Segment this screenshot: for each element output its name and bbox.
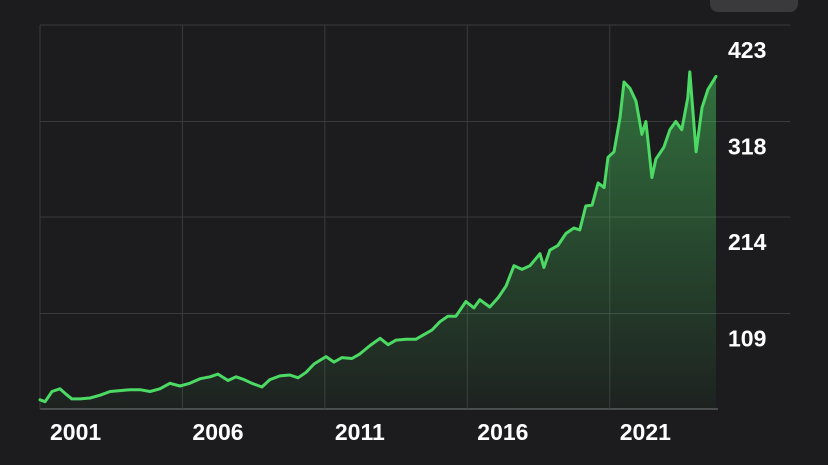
menu-button[interactable] [710,0,798,12]
y-tick-label: 318 [728,133,767,159]
y-tick-label: 423 [728,37,766,63]
x-tick-label: 2021 [620,419,671,445]
price-line [38,70,718,404]
y-tick-label: 109 [728,325,766,351]
area [40,71,716,410]
x-tick-label: 2016 [477,419,528,445]
x-tick-label: 2011 [335,419,385,445]
x-tick-label: 2001 [50,419,101,445]
x-tick-label: 2006 [192,419,243,445]
y-tick-label: 214 [728,229,767,255]
